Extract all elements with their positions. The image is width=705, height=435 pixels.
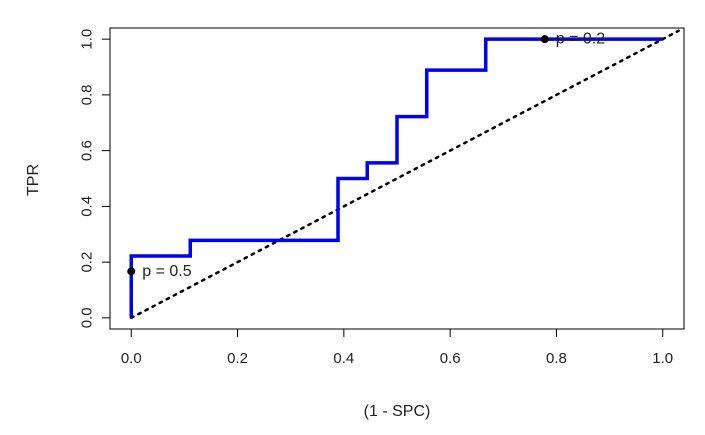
x-tick-label: 0.0 [121, 350, 142, 367]
roc-curve-line [129, 37, 663, 318]
y-axis: 0.0 0.2 0.4 0.6 0.8 1.0 [79, 29, 111, 328]
series-layer [129, 29, 680, 320]
y-tick-label: 0.8 [79, 84, 96, 105]
y-tick-label: 0.2 [79, 252, 96, 273]
threshold-label: p = 0.5 [142, 263, 191, 280]
threshold-label: p = 0.2 [556, 31, 605, 48]
x-tick-label: 0.6 [440, 350, 461, 367]
y-tick-label: 1.0 [79, 29, 96, 50]
x-tick-label: 1.0 [652, 350, 673, 367]
x-tick-label: 0.2 [227, 350, 248, 367]
threshold-point [127, 267, 136, 276]
y-tick-label: 0.6 [79, 140, 96, 161]
x-tick-label: 0.8 [546, 350, 567, 367]
threshold-point [540, 35, 549, 44]
y-tick-label: 0.0 [79, 307, 96, 328]
x-axis-title: (1 - SPC) [364, 403, 431, 420]
annotation-layer: p = 0.5 p = 0.2 [127, 31, 605, 280]
y-tick-label: 0.4 [79, 196, 96, 217]
y-axis-title: TPR [25, 164, 42, 196]
chance-diagonal-line [130, 29, 680, 320]
x-tick-label: 0.4 [333, 350, 354, 367]
x-axis: 0.0 0.2 0.4 0.6 0.8 1.0 [121, 328, 673, 367]
